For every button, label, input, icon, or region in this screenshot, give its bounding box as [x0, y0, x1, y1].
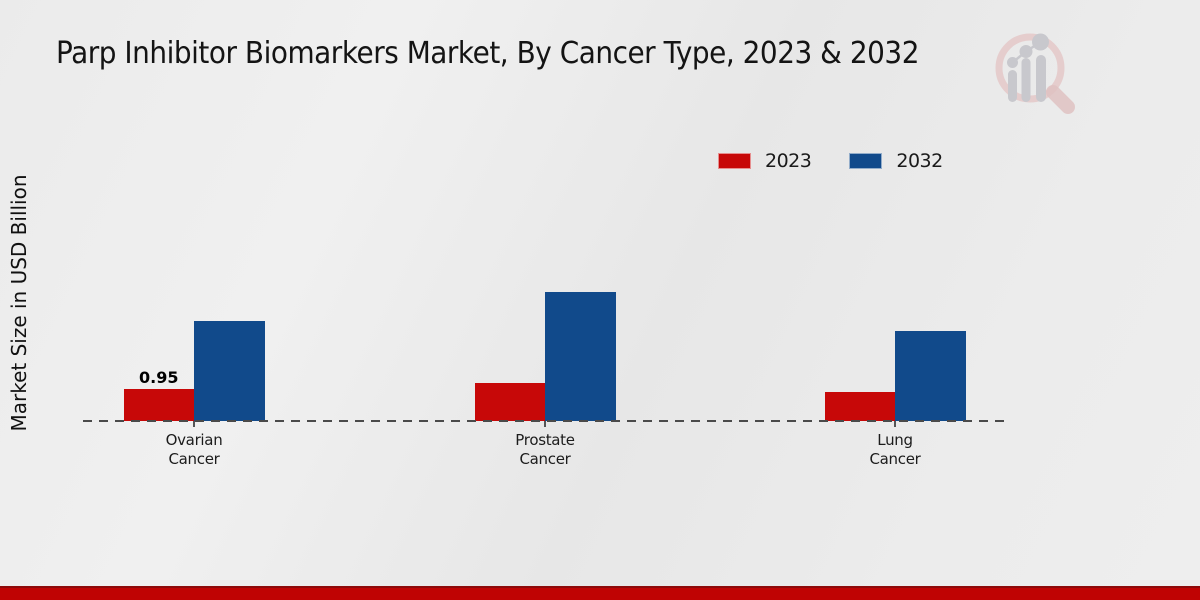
legend-item-2023: 2023	[718, 150, 812, 172]
bar-2032-prostate-cancer	[545, 292, 616, 421]
footer-red-strip	[0, 586, 1200, 600]
bar-2032-lung-cancer	[895, 331, 966, 421]
x-axis-tick	[894, 421, 896, 427]
legend-item-2032: 2032	[849, 150, 943, 172]
x-axis-tick	[544, 421, 546, 427]
legend-swatch-2032-icon	[849, 153, 883, 169]
legend-label-2032: 2032	[896, 150, 943, 172]
x-category-label: Lung Cancer	[869, 431, 921, 468]
magnifier-growth-logo-icon	[995, 33, 1075, 114]
x-category-label: Prostate Cancer	[515, 431, 575, 468]
bar-2023-prostate-cancer	[474, 383, 545, 421]
x-axis-tick	[193, 421, 195, 427]
legend-label-2023: 2023	[765, 150, 812, 172]
bar-2023-lung-cancer	[824, 392, 895, 421]
legend-swatch-2023-icon	[718, 153, 751, 169]
chart-title: Parp Inhibitor Biomarkers Market, By Can…	[56, 36, 920, 71]
bar-value-label: 0.95	[139, 368, 179, 387]
bar-2023-ovarian-cancer	[123, 389, 194, 421]
bar-2032-ovarian-cancer	[194, 321, 265, 421]
x-category-label: Ovarian Cancer	[165, 431, 223, 468]
legend: 2023 2032	[718, 150, 943, 172]
